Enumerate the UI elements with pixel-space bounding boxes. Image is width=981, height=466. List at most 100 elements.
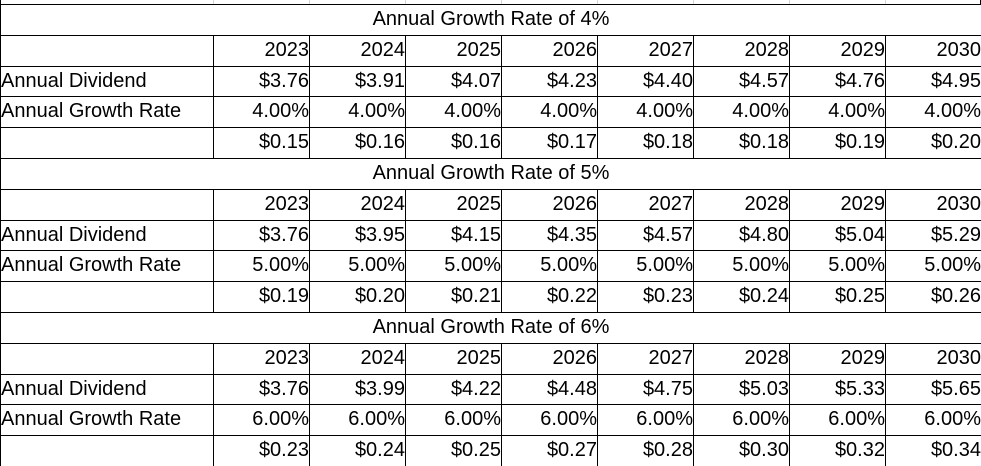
value-cell[interactable]: $0.26: [885, 281, 981, 313]
value-cell[interactable]: $5.33: [789, 373, 886, 406]
value-cell[interactable]: $5.29: [885, 219, 981, 252]
value-cell[interactable]: $4.22: [405, 373, 502, 406]
value-cell[interactable]: $4.57: [693, 65, 790, 98]
value-cell[interactable]: $4.40: [597, 65, 694, 98]
value-cell[interactable]: $3.76: [213, 373, 310, 406]
empty-corner-cell[interactable]: [0, 342, 214, 375]
value-cell[interactable]: $4.80: [693, 219, 790, 252]
value-cell[interactable]: 4.00%: [501, 96, 598, 129]
year-header-cell[interactable]: 2026: [501, 34, 598, 67]
value-cell[interactable]: 6.00%: [885, 404, 981, 437]
value-cell[interactable]: 4.00%: [789, 96, 886, 129]
value-cell[interactable]: $4.15: [405, 219, 502, 252]
value-cell[interactable]: $3.76: [213, 219, 310, 252]
row-label-cell[interactable]: Annual Growth Rate: [0, 250, 214, 283]
value-cell[interactable]: $4.75: [597, 373, 694, 406]
year-header-cell[interactable]: 2027: [597, 34, 694, 67]
empty-corner-cell[interactable]: [0, 188, 214, 221]
row-label-cell[interactable]: Annual Growth Rate: [0, 404, 214, 437]
value-cell[interactable]: $3.76: [213, 65, 310, 98]
row-label-cell[interactable]: Annual Dividend: [0, 373, 214, 406]
year-header-cell[interactable]: 2030: [885, 34, 981, 67]
value-cell[interactable]: $0.27: [501, 435, 598, 466]
year-header-cell[interactable]: 2023: [213, 188, 310, 221]
year-header-cell[interactable]: 2028: [693, 342, 790, 375]
value-cell[interactable]: $0.24: [309, 435, 406, 466]
value-cell[interactable]: $0.23: [213, 435, 310, 466]
value-cell[interactable]: $3.95: [309, 219, 406, 252]
value-cell[interactable]: $5.03: [693, 373, 790, 406]
value-cell[interactable]: $4.07: [405, 65, 502, 98]
value-cell[interactable]: 5.00%: [885, 250, 981, 283]
table-title-cell[interactable]: Annual Growth Rate of 4%: [0, 4, 981, 36]
value-cell[interactable]: $0.22: [501, 281, 598, 313]
value-cell[interactable]: 4.00%: [213, 96, 310, 129]
value-cell[interactable]: $4.48: [501, 373, 598, 406]
year-header-cell[interactable]: 2030: [885, 188, 981, 221]
table-title-cell[interactable]: Annual Growth Rate of 6%: [0, 311, 981, 344]
year-header-cell[interactable]: 2025: [405, 342, 502, 375]
value-cell[interactable]: $0.20: [885, 127, 981, 159]
year-header-cell[interactable]: 2028: [693, 188, 790, 221]
value-cell[interactable]: $0.28: [597, 435, 694, 466]
value-cell[interactable]: $0.23: [597, 281, 694, 313]
value-cell[interactable]: $5.04: [789, 219, 886, 252]
year-header-cell[interactable]: 2024: [309, 188, 406, 221]
value-cell[interactable]: $0.18: [597, 127, 694, 159]
value-cell[interactable]: 5.00%: [405, 250, 502, 283]
year-header-cell[interactable]: 2023: [213, 34, 310, 67]
value-cell[interactable]: $0.16: [405, 127, 502, 159]
value-cell[interactable]: $4.76: [789, 65, 886, 98]
year-header-cell[interactable]: 2027: [597, 342, 694, 375]
value-cell[interactable]: $0.30: [693, 435, 790, 466]
year-header-cell[interactable]: 2030: [885, 342, 981, 375]
value-cell[interactable]: $0.16: [309, 127, 406, 159]
value-cell[interactable]: $3.91: [309, 65, 406, 98]
value-cell[interactable]: 4.00%: [405, 96, 502, 129]
row-label-cell[interactable]: Annual Dividend: [0, 65, 214, 98]
value-cell[interactable]: 5.00%: [789, 250, 886, 283]
row-label-cell[interactable]: [0, 435, 214, 466]
value-cell[interactable]: $0.24: [693, 281, 790, 313]
value-cell[interactable]: 4.00%: [309, 96, 406, 129]
year-header-cell[interactable]: 2025: [405, 34, 502, 67]
value-cell[interactable]: 6.00%: [309, 404, 406, 437]
year-header-cell[interactable]: 2026: [501, 342, 598, 375]
value-cell[interactable]: $0.32: [789, 435, 886, 466]
value-cell[interactable]: 5.00%: [213, 250, 310, 283]
year-header-cell[interactable]: 2027: [597, 188, 694, 221]
year-header-cell[interactable]: 2025: [405, 188, 502, 221]
empty-corner-cell[interactable]: [0, 34, 214, 67]
year-header-cell[interactable]: 2029: [789, 188, 886, 221]
year-header-cell[interactable]: 2024: [309, 34, 406, 67]
value-cell[interactable]: $4.35: [501, 219, 598, 252]
value-cell[interactable]: $0.25: [789, 281, 886, 313]
row-label-cell[interactable]: [0, 127, 214, 159]
value-cell[interactable]: $3.99: [309, 373, 406, 406]
year-header-cell[interactable]: 2028: [693, 34, 790, 67]
value-cell[interactable]: 5.00%: [501, 250, 598, 283]
year-header-cell[interactable]: 2029: [789, 34, 886, 67]
value-cell[interactable]: $0.34: [885, 435, 981, 466]
value-cell[interactable]: 6.00%: [789, 404, 886, 437]
value-cell[interactable]: 6.00%: [597, 404, 694, 437]
value-cell[interactable]: 4.00%: [597, 96, 694, 129]
value-cell[interactable]: $5.65: [885, 373, 981, 406]
year-header-cell[interactable]: 2024: [309, 342, 406, 375]
value-cell[interactable]: $0.18: [693, 127, 790, 159]
value-cell[interactable]: $4.57: [597, 219, 694, 252]
value-cell[interactable]: $0.20: [309, 281, 406, 313]
value-cell[interactable]: 5.00%: [309, 250, 406, 283]
value-cell[interactable]: 5.00%: [597, 250, 694, 283]
value-cell[interactable]: 5.00%: [693, 250, 790, 283]
value-cell[interactable]: $0.25: [405, 435, 502, 466]
value-cell[interactable]: 6.00%: [213, 404, 310, 437]
value-cell[interactable]: $0.19: [789, 127, 886, 159]
value-cell[interactable]: 4.00%: [885, 96, 981, 129]
value-cell[interactable]: $0.17: [501, 127, 598, 159]
value-cell[interactable]: 6.00%: [405, 404, 502, 437]
value-cell[interactable]: $4.23: [501, 65, 598, 98]
row-label-cell[interactable]: Annual Growth Rate: [0, 96, 214, 129]
value-cell[interactable]: $0.19: [213, 281, 310, 313]
year-header-cell[interactable]: 2026: [501, 188, 598, 221]
